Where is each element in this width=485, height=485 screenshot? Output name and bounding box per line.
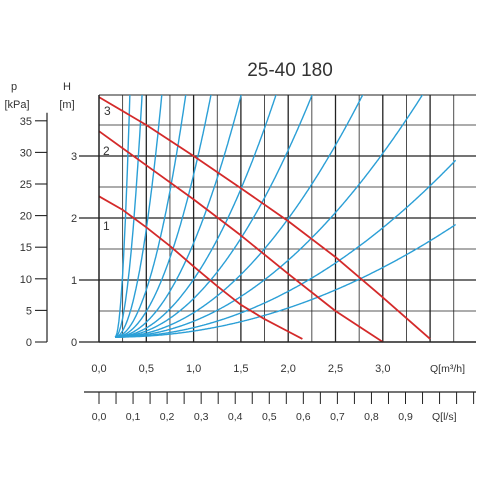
system-curve-12 — [115, 223, 457, 338]
tick-label-pressure: 0 — [26, 337, 32, 349]
system-curve-4 — [115, 95, 187, 338]
tick-label-flow-ls: 0,7 — [330, 411, 345, 423]
tick-label-flow-ls: 0,0 — [92, 411, 107, 423]
axes — [35, 95, 476, 404]
tick-label-flow-m3h: 2,5 — [328, 363, 343, 375]
system-curve-2 — [114, 95, 143, 338]
pump-curve-labels: 1 2 3 — [103, 104, 111, 233]
pump-curves — [99, 96, 431, 343]
system-curve-8 — [115, 95, 313, 338]
pump-curve-label-1: 1 — [103, 219, 110, 233]
chart-title: 25-40 180 — [247, 60, 333, 81]
tick-label-flow-m3h: 2,0 — [281, 363, 296, 375]
system-curve-10 — [115, 95, 424, 338]
tick-label-flow-ls: 0,3 — [194, 411, 209, 423]
axis-unit-pressure: [kPa] — [4, 99, 29, 111]
tick-label-pressure: 30 — [20, 147, 32, 159]
axis-unit-head: [m] — [59, 99, 74, 111]
tick-label-flow-m3h: 0,0 — [91, 363, 106, 375]
tick-label-flow-ls: 0,5 — [262, 411, 277, 423]
tick-label-pressure: 35 — [20, 116, 32, 128]
system-curve-7 — [115, 95, 277, 338]
tick-label-pressure: 10 — [20, 274, 32, 286]
tick-label-pressure: 25 — [20, 179, 32, 191]
tick-label-flow-ls: 0,2 — [160, 411, 175, 423]
axis-label-pressure: p — [11, 81, 17, 93]
pump-curve-3 — [99, 96, 431, 340]
tick-label-flow-m3h: 1,0 — [186, 363, 201, 375]
tick-label-head: 3 — [71, 151, 77, 163]
tick-label-flow-ls: 0,4 — [228, 411, 243, 423]
axis-label-flow-ls: Q[l/s] — [432, 411, 457, 423]
system-curve-1 — [114, 95, 131, 338]
tick-label-flow-ls: 0,8 — [364, 411, 379, 423]
tick-label-head: 0 — [71, 337, 77, 349]
axis-labels: 0 1 2 3 H [m] 0 5 10 15 20 25 30 35 p [kPa] 0,0 0,5 1,0 1,5… — [4, 81, 465, 423]
grid — [99, 94, 476, 342]
tick-label-flow-m3h: 1,5 — [233, 363, 248, 375]
tick-label-head: 1 — [71, 275, 77, 287]
system-curve-11 — [115, 159, 457, 338]
system-curves — [114, 95, 457, 338]
system-curve-3 — [115, 95, 163, 338]
tick-label-pressure: 15 — [20, 242, 32, 254]
tick-label-pressure: 5 — [26, 305, 32, 317]
pump-curve-label-2: 2 — [103, 144, 110, 158]
axis-label-head: H — [63, 81, 71, 93]
system-curve-9 — [115, 95, 364, 338]
system-curve-6 — [115, 95, 242, 338]
axis-label-flow-m3h: Q[m³/h] — [430, 363, 465, 375]
pump-curve-1 — [99, 195, 303, 340]
tick-label-flow-ls: 0,6 — [296, 411, 311, 423]
pump-curve-2 — [99, 130, 384, 343]
pump-curve-label-3: 3 — [104, 104, 111, 118]
tick-label-pressure: 20 — [20, 211, 32, 223]
tick-label-flow-ls: 0,9 — [398, 411, 413, 423]
tick-label-head: 2 — [71, 213, 77, 225]
system-curve-5 — [115, 95, 212, 338]
tick-label-flow-m3h: 0,5 — [139, 363, 154, 375]
tick-label-flow-ls: 0,1 — [126, 411, 141, 423]
tick-label-flow-m3h: 3,0 — [375, 363, 390, 375]
